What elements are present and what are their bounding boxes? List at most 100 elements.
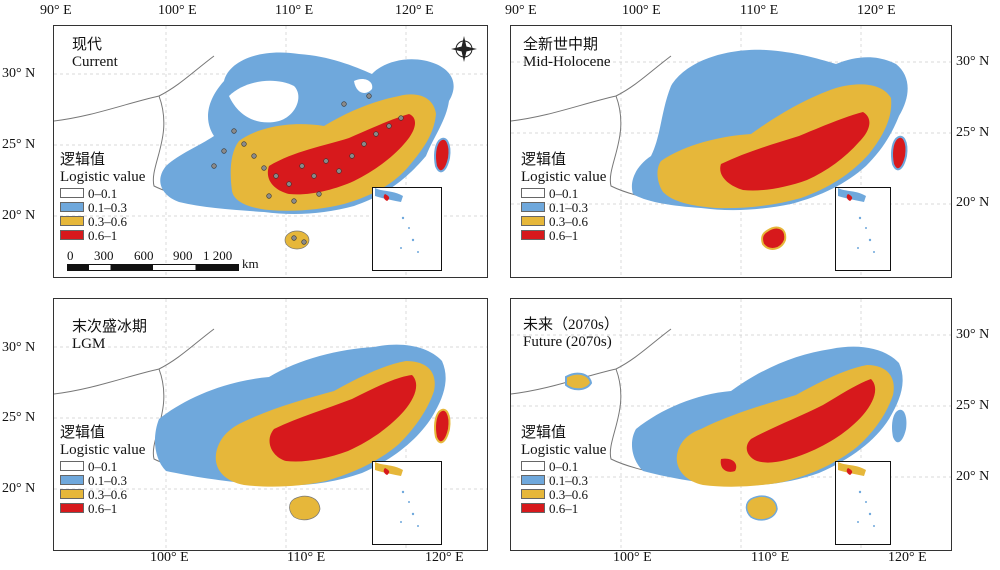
scale-bar: 0 300 600 900 1 200 km bbox=[67, 248, 297, 272]
legend-row: 0–0.1 bbox=[60, 459, 145, 474]
inset-land bbox=[375, 188, 403, 202]
legend-label: 0–0.1 bbox=[88, 185, 118, 201]
hainan-island bbox=[284, 230, 310, 250]
inset-svg bbox=[838, 188, 875, 253]
map-mid-holocene-svg bbox=[511, 26, 951, 277]
legend-swatch bbox=[521, 489, 545, 499]
title-en: LGM bbox=[72, 336, 106, 352]
legend-row: 0.1–0.3 bbox=[60, 473, 145, 488]
lat-label-20-top: 20° N bbox=[2, 208, 36, 223]
legend-title-cn: 逻辑值 bbox=[60, 152, 106, 168]
inset-islands bbox=[400, 216, 419, 253]
taiwan-island bbox=[434, 408, 451, 444]
inset-islands bbox=[857, 216, 875, 253]
lat-label-25-bottom: 25° N bbox=[2, 410, 36, 425]
legend-row: 0.3–0.6 bbox=[60, 214, 145, 229]
legend-row: 0.6–1 bbox=[521, 228, 606, 243]
suitability-zone-high bbox=[269, 375, 417, 462]
lat-label-25-top: 25° N bbox=[2, 137, 36, 152]
scale-tick: 0 bbox=[67, 248, 74, 263]
lon-label-110-top-right: 110° E bbox=[740, 3, 779, 18]
inset-svg bbox=[838, 462, 875, 527]
map-panel-future: 未来（2070s） Future (2070s) 逻辑值 Logistic va… bbox=[510, 298, 952, 551]
suitability-zone-high bbox=[720, 112, 870, 191]
legend-row: 0.3–0.6 bbox=[60, 487, 145, 502]
legend-label: 0.1–0.3 bbox=[88, 199, 127, 215]
lat-label-20-right-top: 20° N bbox=[956, 195, 990, 210]
lat-label-30-right-top: 30° N bbox=[956, 54, 990, 69]
legend-lgm: 逻辑值 Logistic value 0–0.1 0.1–0.3 0.3–0.6… bbox=[60, 425, 145, 516]
scale-tick: 300 bbox=[94, 248, 114, 263]
legend-row: 0.6–1 bbox=[60, 500, 145, 516]
lon-label-120-bottom-left: 120° E bbox=[425, 550, 464, 565]
inset-land-red bbox=[383, 468, 390, 475]
legend-label: 0.1–0.3 bbox=[549, 199, 588, 215]
hainan-island bbox=[745, 495, 778, 521]
scale-tick: 600 bbox=[134, 248, 154, 263]
inset-south-china-sea bbox=[835, 187, 891, 271]
panel-title-future: 未来（2070s） Future (2070s) bbox=[523, 317, 619, 351]
legend-swatch bbox=[60, 216, 84, 226]
legend-label: 0–0.1 bbox=[549, 185, 579, 201]
legend-swatch bbox=[60, 230, 84, 240]
legend-row: 0–0.1 bbox=[521, 185, 606, 201]
suitability-patch bbox=[565, 372, 593, 391]
map-panel-current: 现代 Current 逻辑值 Logistic value 0–0.1 0.1–… bbox=[53, 25, 488, 278]
legend-row: 0.6–1 bbox=[60, 227, 145, 243]
lat-label-30-top: 30° N bbox=[2, 66, 36, 81]
panel-title-mid-holocene: 全新世中期 Mid-Holocene bbox=[523, 37, 610, 71]
legend-swatch bbox=[60, 503, 84, 513]
lat-label-20-bottom: 20° N bbox=[2, 481, 36, 496]
lon-label-100-top-right: 100° E bbox=[622, 3, 661, 18]
legend-mid-holocene: 逻辑值 Logistic value 0–0.1 0.1–0.3 0.3–0.6… bbox=[521, 152, 606, 243]
lat-label-25-right-bottom: 25° N bbox=[956, 398, 990, 413]
legend-label: 0.3–0.6 bbox=[549, 486, 588, 502]
lon-label-120-bottom-right: 120° E bbox=[888, 550, 927, 565]
legend-row: 0.6–1 bbox=[521, 501, 606, 516]
lon-label-90-top-right: 90° E bbox=[505, 3, 537, 18]
legend-swatch bbox=[60, 489, 84, 499]
map-current-svg bbox=[54, 26, 487, 277]
inset-islands bbox=[400, 490, 419, 527]
lat-label-20-right-bottom: 20° N bbox=[956, 469, 990, 484]
map-panel-lgm: 末次盛冰期 LGM 逻辑值 Logistic value 0–0.1 0.1–0… bbox=[53, 298, 488, 551]
title-en: Future (2070s) bbox=[523, 334, 612, 350]
legend-label: 0.1–0.3 bbox=[549, 472, 588, 488]
legend-row: 0–0.1 bbox=[60, 185, 145, 201]
legend-swatch bbox=[60, 475, 84, 485]
legend-row: 0.1–0.3 bbox=[521, 472, 606, 488]
legend-title-en: Logistic value bbox=[60, 169, 146, 185]
legend-title-cn: 逻辑值 bbox=[521, 152, 567, 168]
map-panel-mid-holocene: 全新世中期 Mid-Holocene 逻辑值 Logistic value 0–… bbox=[510, 25, 952, 278]
map-future-svg bbox=[511, 299, 951, 550]
legend-swatch bbox=[60, 461, 84, 471]
inset-islands bbox=[857, 490, 875, 527]
legend-label: 0.6–1 bbox=[88, 227, 118, 243]
legend-current: 逻辑值 Logistic value 0–0.1 0.1–0.3 0.3–0.6… bbox=[60, 152, 146, 243]
taiwan-island bbox=[434, 137, 451, 173]
inset-svg bbox=[375, 188, 419, 253]
lat-label-30-bottom: 30° N bbox=[2, 340, 36, 355]
inset-land bbox=[838, 188, 866, 202]
lon-label-110-bottom-right: 110° E bbox=[751, 550, 790, 565]
legend-label: 0.6–1 bbox=[88, 500, 118, 516]
lon-label-110-bottom-left: 110° E bbox=[287, 550, 326, 565]
inset-south-china-sea bbox=[372, 187, 442, 271]
lat-label-25-right-top: 25° N bbox=[956, 125, 990, 140]
title-cn: 全新世中期 bbox=[523, 37, 599, 53]
taiwan-island bbox=[891, 135, 908, 171]
scale-tick: 900 bbox=[173, 248, 193, 263]
legend-swatch bbox=[521, 475, 545, 485]
legend-title-cn: 逻辑值 bbox=[521, 425, 567, 441]
title-cn: 现代 bbox=[72, 37, 103, 53]
panel-title-lgm: 末次盛冰期 LGM bbox=[72, 319, 147, 353]
scale-bar-graphic bbox=[67, 264, 239, 271]
title-cn: 末次盛冰期 bbox=[72, 319, 148, 335]
suitability-zone-high bbox=[746, 379, 876, 463]
lon-label-100-bottom-right: 100° E bbox=[613, 550, 652, 565]
scale-tick: 1 200 bbox=[203, 248, 233, 263]
legend-row: 0.3–0.6 bbox=[521, 214, 606, 229]
legend-row: 0.3–0.6 bbox=[521, 486, 606, 502]
lon-label-90-top-left: 90° E bbox=[40, 3, 72, 18]
unsuitable-patch bbox=[229, 80, 299, 123]
